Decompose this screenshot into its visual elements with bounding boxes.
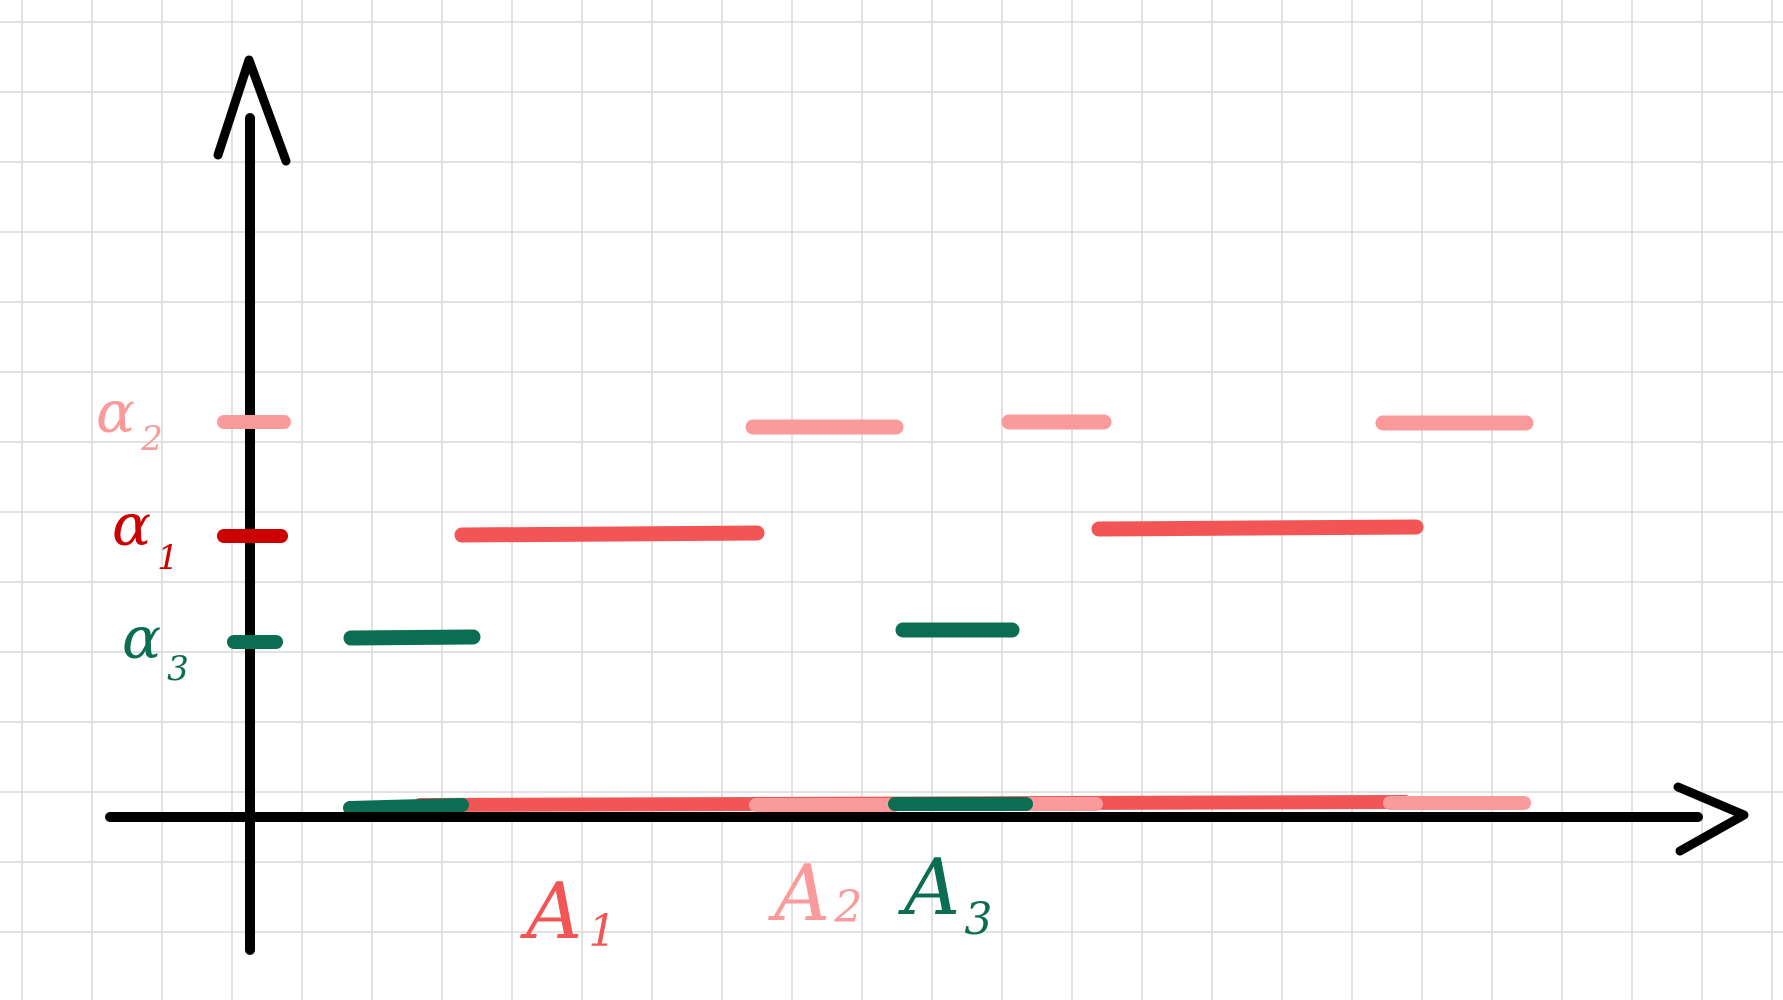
segment-alpha3-1: [343, 629, 481, 646]
label-A3: A3: [898, 843, 992, 945]
level-segments: [343, 414, 1534, 646]
y-axis-ticks: [217, 415, 291, 649]
x-axis-arrowhead: [1673, 782, 1749, 856]
bar-green-1: [343, 798, 469, 815]
y-axis-arrowhead: [213, 55, 291, 166]
set-bars-on-x-axis: [343, 795, 1531, 815]
segment-alpha1-1: [454, 525, 765, 543]
axes: [105, 55, 1749, 955]
label-A2: A2: [768, 849, 862, 939]
segment-alpha1-2: [1091, 519, 1424, 537]
